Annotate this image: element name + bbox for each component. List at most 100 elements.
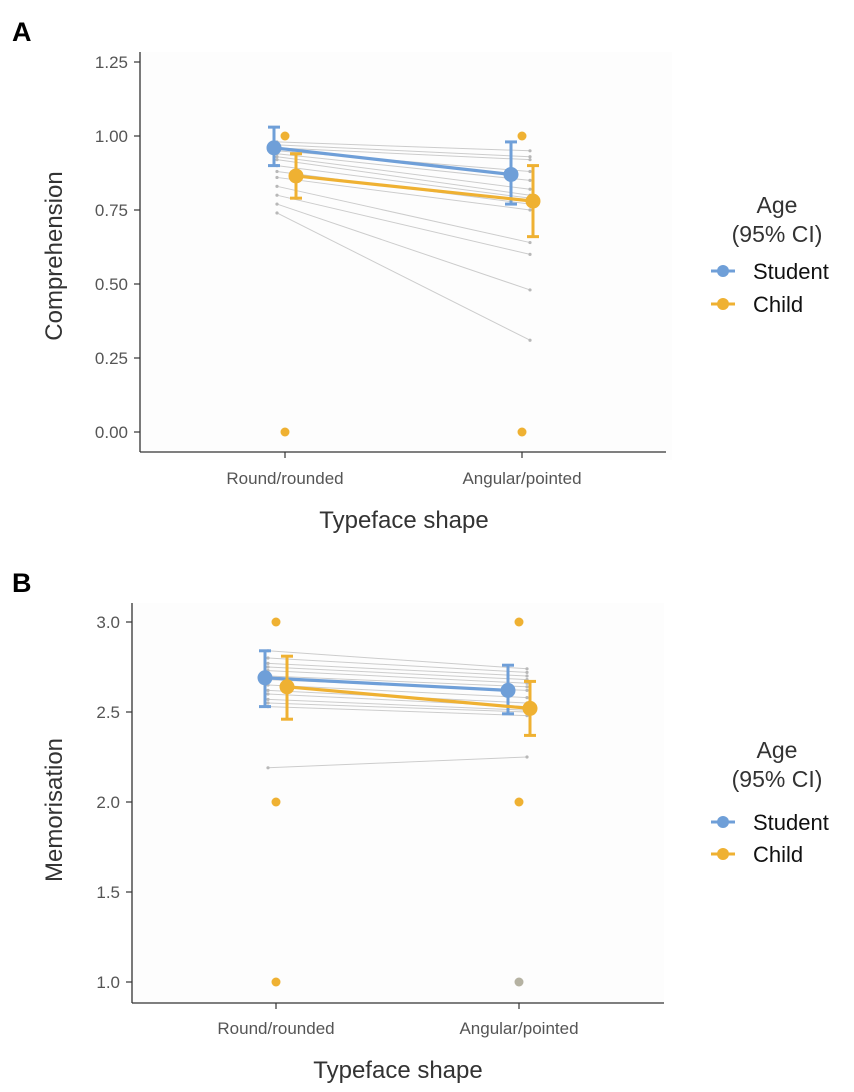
- student-mean-line: [264, 676, 509, 692]
- individual-point: [266, 661, 270, 666]
- panel-a: A 0.00 0.25 0.50 0.75 1.00 1.25 Round/rounded A…: [12, 17, 829, 534]
- y-tick-label: 2.0: [96, 793, 120, 812]
- individual-point: [275, 175, 279, 180]
- individual-line: [267, 706, 528, 717]
- overlap-data-point: [514, 977, 524, 987]
- child-mean-line: [295, 174, 534, 203]
- individual-point: [525, 696, 529, 700]
- individual-point: [266, 766, 270, 770]
- panel-a-legend-student-key: [717, 265, 729, 277]
- individual-line: [267, 657, 528, 673]
- panel-a-axes: 0.00 0.25 0.50 0.75 1.00 1.25 Round/rounded Ang…: [95, 52, 666, 488]
- panel-b-legend-student-label: Student: [753, 810, 829, 835]
- individual-point: [528, 169, 532, 174]
- panel-a-legend-child-label: Child: [753, 292, 803, 317]
- panel-b-axes: 1.0 1.5 2.0 2.5 3.0 Round/rounded Angular/poin…: [96, 603, 664, 1038]
- individual-point: [525, 667, 529, 671]
- child-data-point: [517, 427, 527, 437]
- individual-point: [528, 208, 532, 212]
- individual-point: [528, 288, 532, 292]
- panel-a-legend-title-line1: Age: [757, 192, 798, 218]
- panel-a-x-axis-title: Typeface shape: [319, 507, 488, 534]
- panel-b-legend: Age (95% CI) Student Child: [711, 737, 829, 867]
- panel-b-series: [257, 649, 538, 737]
- child-mean-point: [279, 679, 295, 695]
- panel-b-legend-title-line2: (95% CI): [732, 766, 823, 792]
- y-tick-label: 0.50: [95, 275, 128, 294]
- child-mean-point: [525, 193, 541, 209]
- individual-point: [266, 692, 270, 696]
- individual-line: [276, 147, 531, 161]
- y-tick-label: 1.0: [96, 973, 120, 992]
- student-mean-point: [500, 682, 516, 698]
- panel-a-series: [266, 125, 541, 239]
- individual-point: [525, 688, 529, 693]
- y-tick-label: 1.25: [95, 53, 128, 72]
- individual-point: [525, 685, 529, 689]
- x-tick-label: Angular/pointed: [462, 469, 581, 488]
- individual-line: [276, 144, 531, 158]
- individual-line: [276, 176, 531, 211]
- individual-point: [266, 697, 270, 702]
- panel-b-x-axis-title: Typeface shape: [313, 1057, 482, 1084]
- individual-point: [275, 158, 279, 162]
- individual-line: [267, 662, 528, 677]
- individual-point: [528, 187, 532, 191]
- panel-b-letter: B: [12, 568, 32, 598]
- individual-point: [275, 193, 279, 197]
- y-tick-label: 0.75: [95, 201, 128, 220]
- student-mean-point: [266, 140, 282, 156]
- individual-line: [267, 650, 528, 670]
- individual-point: [528, 158, 532, 162]
- individual-point: [275, 202, 279, 206]
- individual-point: [275, 169, 279, 174]
- child-data-point: [514, 797, 524, 807]
- panel-a-legend-student-label: Student: [753, 259, 829, 284]
- student-mean-point: [503, 166, 519, 182]
- individual-point: [275, 184, 279, 188]
- panel-a-legend: Age (95% CI) Student Child: [711, 192, 829, 317]
- x-tick-label: Angular/pointed: [459, 1019, 578, 1038]
- panel-b-plot-background: [132, 603, 664, 1003]
- panel-a-legend-child-key: [717, 298, 729, 310]
- individual-line: [267, 698, 528, 711]
- y-tick-label: 0.25: [95, 349, 128, 368]
- individual-point: [528, 155, 532, 159]
- individual-line: [267, 675, 528, 688]
- panel-b-legend-student-key: [717, 816, 729, 828]
- panel-a-legend-title-line2: (95% CI): [732, 221, 823, 247]
- individual-line: [276, 212, 531, 341]
- y-tick-label: 1.00: [95, 127, 128, 146]
- student-mean-line: [273, 146, 512, 177]
- individual-point: [528, 240, 532, 245]
- panel-b-legend-title-line1: Age: [757, 737, 798, 763]
- individual-point: [528, 178, 532, 182]
- individual-point: [266, 665, 270, 669]
- individual-point: [266, 688, 270, 693]
- individual-line: [267, 684, 528, 699]
- individual-line: [276, 203, 531, 291]
- individual-line: [267, 666, 528, 681]
- individual-line: [276, 159, 531, 196]
- y-tick-label: 0.00: [95, 423, 128, 442]
- panel-b: B 1.0 1.5 2.0 2.5 3.0 Round/rounded Angular/po…: [12, 568, 829, 1084]
- individual-line: [276, 141, 531, 152]
- individual-line: [276, 153, 531, 181]
- individual-point: [525, 755, 529, 759]
- child-mean-point: [288, 168, 304, 184]
- child-mean-line: [286, 685, 531, 710]
- individual-point: [528, 338, 532, 342]
- individual-line: [276, 156, 531, 190]
- individual-point: [525, 670, 529, 675]
- individual-point: [528, 252, 532, 256]
- panel-b-legend-child-key: [717, 848, 729, 860]
- x-tick-label: Round/rounded: [226, 469, 343, 488]
- y-tick-label: 1.5: [96, 883, 120, 902]
- individual-line: [267, 702, 528, 713]
- child-data-point: [271, 797, 281, 807]
- individual-point: [266, 656, 270, 660]
- individual-line: [276, 185, 531, 244]
- child-data-point: [280, 427, 290, 437]
- panel-a-plot-background: [140, 52, 672, 460]
